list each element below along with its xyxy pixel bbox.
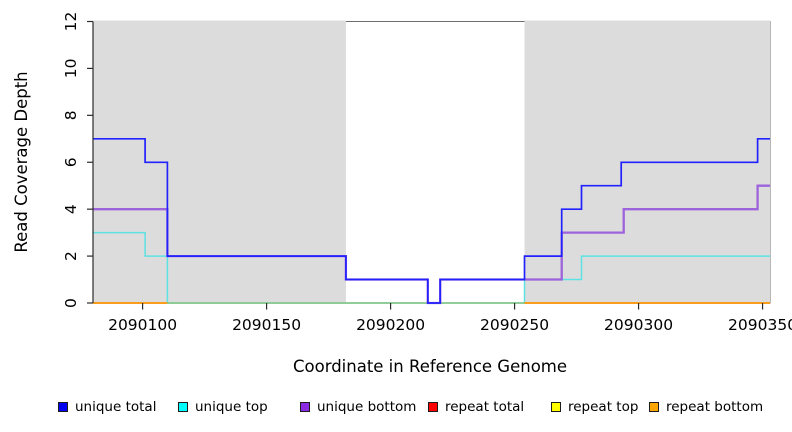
- x-tick-label: 2090200: [356, 316, 425, 334]
- legend-item-repeat-top: repeat top: [551, 399, 638, 415]
- unique-total-swatch-icon: [58, 402, 68, 412]
- y-tick-label: 4: [62, 204, 80, 214]
- unique-bottom-swatch-icon: [300, 402, 310, 412]
- y-tick-label: 6: [62, 157, 80, 167]
- legend-label: unique bottom: [317, 399, 417, 415]
- legend-label: repeat top: [568, 399, 639, 415]
- repeat-total-swatch-icon: [428, 402, 438, 412]
- shaded-band-0: [93, 20, 346, 304]
- legend: unique total unique top unique bottom repea…: [0, 399, 792, 417]
- unique-top-swatch-icon: [178, 402, 188, 412]
- x-tick-label: 2090150: [232, 316, 301, 334]
- legend-label: unique total: [75, 399, 157, 415]
- legend-label: unique top: [195, 399, 268, 415]
- legend-item-unique-bottom: unique bottom: [300, 399, 416, 415]
- chart-layers: 0 2 4 6 8 10 12 2090100 2090150 2090200 2090250 209…: [62, 12, 792, 334]
- coverage-chart: 0 2 4 6 8 10 12 2090100 2090150 2090200 2090250 209…: [12, 12, 792, 376]
- y-tick-label: 8: [62, 110, 80, 120]
- legend-label: repeat total: [445, 399, 525, 415]
- y-tick-label: 12: [62, 12, 80, 32]
- x-tick-label: 2090350: [728, 316, 792, 334]
- y-tick-label: 10: [62, 59, 80, 79]
- legend-item-repeat-total: repeat total: [428, 399, 524, 415]
- x-tick-label: 2090250: [480, 316, 549, 334]
- legend-item-unique-top: unique top: [178, 399, 268, 415]
- legend-item-repeat-bottom: repeat bottom: [649, 399, 763, 415]
- repeat-bottom-swatch-icon: [649, 402, 659, 412]
- x-tick-label: 2090100: [108, 316, 177, 334]
- repeat-top-swatch-icon: [551, 402, 561, 412]
- y-tick-label: 0: [62, 298, 80, 308]
- y-axis-title: Read Coverage Depth: [12, 71, 31, 252]
- legend-item-unique-total: unique total: [58, 399, 156, 415]
- x-tick-label: 2090300: [604, 316, 673, 334]
- x-axis-title: Coordinate in Reference Genome: [293, 357, 567, 376]
- series-line-unique-total: [93, 137, 770, 304]
- y-tick-label: 2: [62, 251, 80, 261]
- legend-label: repeat bottom: [666, 399, 764, 415]
